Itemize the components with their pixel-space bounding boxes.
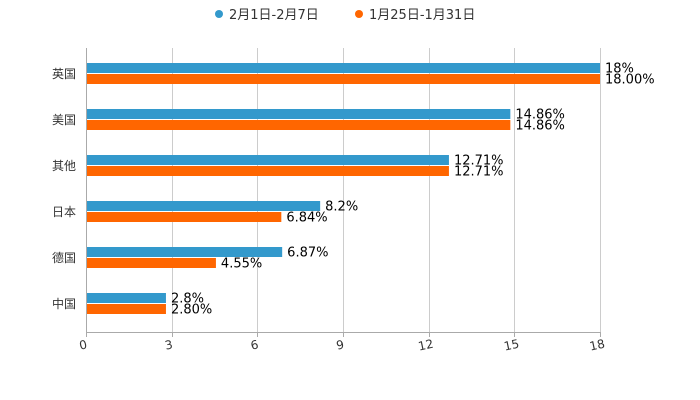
category-label: 中国 [52, 296, 76, 311]
legend-label-series-1: 2月1日-2月7日 [229, 8, 319, 23]
bar [86, 247, 283, 257]
data-label: 8.2% [325, 200, 358, 215]
data-label: 14.86% [515, 108, 565, 123]
category-label: 美国 [52, 113, 76, 127]
data-label: 14.86% [515, 119, 565, 134]
data-label: 2.80% [171, 303, 212, 318]
bar [86, 155, 449, 165]
category-label: 英国 [52, 67, 76, 81]
bar [86, 304, 166, 314]
bar [86, 109, 511, 119]
legend-label-series-2: 1月25日-1月31日 [369, 8, 476, 23]
bar [86, 166, 449, 176]
data-label: 4.55% [221, 257, 262, 272]
data-label: 12.71% [454, 165, 504, 180]
legend-item-series-2[interactable]: 1月25日-1月31日 [355, 4, 475, 23]
category-label: 其他 [52, 159, 76, 173]
bar [86, 293, 166, 303]
x-tick-label: 6 [249, 337, 259, 352]
data-label: 6.87% [287, 246, 328, 261]
x-tick-label: 12 [417, 337, 435, 354]
bar [86, 201, 321, 211]
x-tick-label: 3 [164, 337, 174, 352]
bar [86, 74, 600, 84]
data-label: 18.00% [605, 73, 655, 88]
legend-item-series-1[interactable]: 2月1日-2月7日 [215, 4, 319, 23]
x-tick-label: 15 [503, 337, 521, 354]
legend: 2月1日-2月7日 1月25日-1月31日 [0, 4, 700, 24]
bar [86, 212, 282, 222]
bar [86, 63, 600, 73]
data-label: 12.71% [454, 154, 504, 169]
legend-marker-series-1 [215, 9, 223, 18]
bar [86, 120, 511, 130]
legend-marker-series-2 [355, 9, 363, 18]
x-tick-label: 18 [588, 337, 606, 354]
category-label: 德国 [52, 250, 76, 265]
x-tick-label: 0 [78, 337, 88, 352]
data-label: 6.84% [286, 211, 327, 226]
data-label: 18% [605, 62, 634, 77]
x-tick-label: 9 [335, 337, 345, 352]
data-label: 2.8% [171, 292, 204, 307]
category-label: 日本 [52, 205, 76, 219]
bar [86, 258, 216, 268]
